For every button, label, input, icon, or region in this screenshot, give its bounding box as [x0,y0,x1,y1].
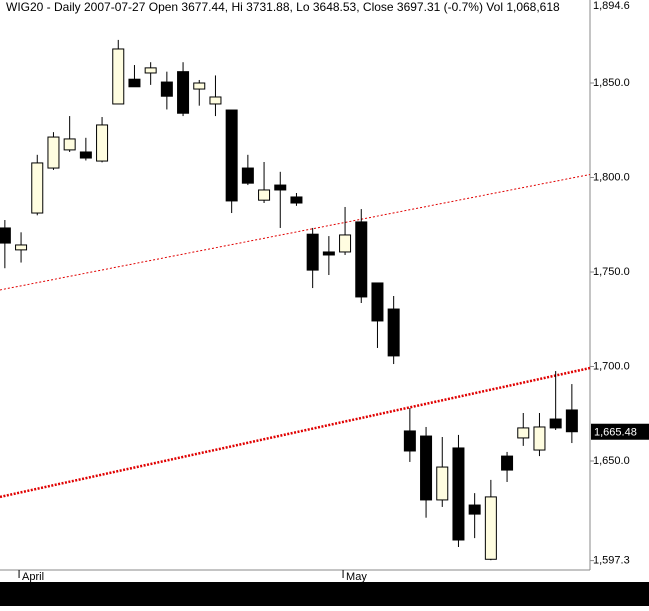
y-tick-label: 1,850.0 [593,77,630,89]
candle-body [193,82,206,90]
title-bg [4,0,588,16]
candle-body [533,426,546,451]
candle-body [549,418,562,429]
candle-body [258,189,271,201]
candle-body [96,124,109,162]
chart-title: WIG20 - Daily 2007-07-27 Open 3677.44, H… [6,0,560,14]
candle-body [209,96,222,105]
last-price-box [591,423,649,440]
candle-body [306,233,319,271]
candle-body [274,184,287,191]
trend-line [0,173,591,291]
candle-body [436,466,449,501]
candle-body [517,427,530,439]
candle-body [420,435,433,501]
candle-body [322,251,335,256]
candle-body [128,78,141,88]
candle-body [501,455,514,471]
y-tick-label: 1,700.0 [593,360,630,372]
candle-body [15,244,28,251]
y-tick-label: 1,894.6 [593,0,630,12]
candle-body [355,221,368,298]
candle-body [112,48,125,105]
candle-body [484,496,497,560]
candle-body [160,81,173,97]
y-tick-label: 1,597.3 [593,555,630,567]
x-tick-label: May [346,571,367,583]
candle-body [339,234,352,253]
candle-body [177,71,190,114]
candle-body [31,162,44,214]
x-tick-label: April [22,571,44,583]
y-tick-label: 1,750.0 [593,266,630,278]
candle-body [565,409,578,433]
candle-body [452,447,465,541]
candle-body [0,227,11,244]
trend-line [0,366,591,499]
candle-body [371,282,384,322]
candle-body [63,138,76,151]
candle-body [387,308,400,357]
candle-body [468,504,481,515]
candle-body [290,196,303,204]
y-tick-label: 1,650.0 [593,455,630,467]
candle-body [144,67,157,74]
y-tick-label: 1,800.0 [593,171,630,183]
candle-body [241,167,254,184]
candle-body [47,136,60,169]
candle-body [403,430,416,452]
candle-body [79,151,92,159]
bottom-bar [0,582,649,606]
candle-body [225,109,238,202]
last-price-label: 1,665.48 [594,427,637,439]
